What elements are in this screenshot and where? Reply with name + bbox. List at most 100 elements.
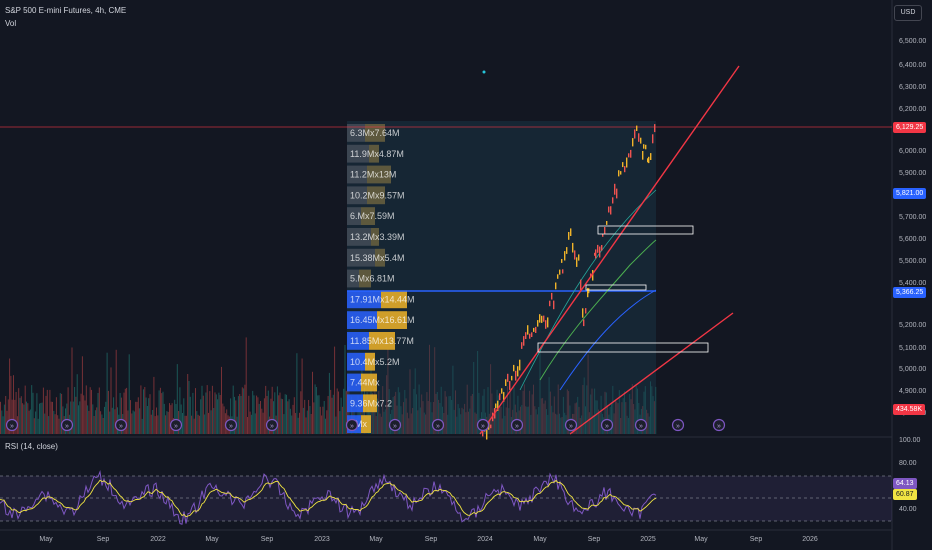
volume-bar bbox=[618, 390, 620, 434]
price-candle bbox=[587, 288, 589, 298]
volume-bar bbox=[292, 404, 294, 434]
volume-bar bbox=[148, 398, 150, 434]
volume-bar bbox=[96, 407, 98, 434]
volume-bar bbox=[107, 390, 109, 434]
volume-bar bbox=[206, 385, 208, 434]
volume-bar bbox=[136, 401, 138, 434]
volume-legend[interactable]: Vol bbox=[5, 19, 17, 28]
volume-bar bbox=[263, 398, 265, 434]
volume-bar bbox=[635, 385, 637, 434]
volume-bar bbox=[577, 396, 579, 434]
volume-bar bbox=[366, 392, 368, 434]
volume-bar bbox=[36, 393, 38, 434]
volume-badge: 434.58K bbox=[893, 404, 926, 415]
volume-bar bbox=[587, 354, 589, 434]
volume-bar bbox=[644, 386, 646, 434]
volume-bar bbox=[84, 400, 86, 434]
volume-bar bbox=[179, 387, 181, 434]
volume-bar bbox=[7, 399, 9, 434]
zone-rect-upper bbox=[597, 225, 694, 235]
volume-bar bbox=[257, 397, 259, 434]
volume-bar bbox=[32, 392, 34, 434]
volume-bar bbox=[94, 410, 96, 434]
volume-bar bbox=[377, 398, 378, 434]
volume-bar bbox=[478, 392, 480, 434]
volume-bar bbox=[334, 346, 336, 434]
volume-bar bbox=[20, 396, 22, 434]
volume-bar bbox=[50, 401, 52, 434]
symbol-title[interactable]: S&P 500 E-mini Futures, 4h, CME bbox=[5, 6, 127, 15]
volume-bar bbox=[195, 388, 196, 434]
price-candle bbox=[622, 162, 624, 168]
volume-bar bbox=[620, 418, 622, 434]
price-candle bbox=[583, 319, 585, 327]
volume-bar bbox=[39, 403, 40, 434]
volume-bar bbox=[427, 401, 429, 434]
event-marker-glyph: » bbox=[717, 423, 721, 430]
volume-bar bbox=[244, 384, 246, 434]
price-candle bbox=[626, 157, 628, 168]
volume-bar bbox=[504, 415, 506, 434]
volume-bar bbox=[423, 412, 425, 434]
volume-bar bbox=[18, 388, 20, 434]
price-candle bbox=[624, 166, 626, 173]
volume-bar bbox=[586, 385, 588, 434]
event-marker-icon bbox=[169, 418, 183, 432]
volume-bar bbox=[205, 392, 207, 434]
volume-bar bbox=[458, 408, 460, 434]
volume-bar bbox=[566, 389, 568, 434]
volume-bar bbox=[85, 385, 87, 434]
volume-bar bbox=[408, 418, 410, 434]
volume-bar bbox=[421, 394, 423, 434]
time-tick: Sep bbox=[424, 536, 438, 543]
volume-bar bbox=[388, 389, 390, 434]
volume-bar bbox=[540, 398, 542, 434]
volume-bar bbox=[101, 414, 103, 434]
price-candle bbox=[618, 170, 620, 177]
volume-bar bbox=[201, 385, 203, 434]
event-marker-glyph: » bbox=[481, 423, 485, 430]
volume-bar bbox=[313, 402, 315, 434]
volume-bar bbox=[453, 409, 455, 434]
rsi-legend[interactable]: RSI (14, close) bbox=[5, 442, 58, 451]
vp-bar-buy bbox=[347, 290, 381, 309]
volume-bar bbox=[159, 387, 161, 434]
volume-bar bbox=[526, 406, 528, 434]
price-tick: 5,900.00 bbox=[899, 170, 927, 177]
volume-bar bbox=[202, 395, 204, 434]
volume-bar bbox=[531, 394, 533, 434]
price-candle bbox=[580, 279, 582, 290]
volume-bar bbox=[239, 394, 241, 434]
price-candle bbox=[543, 315, 545, 322]
volume-bar bbox=[76, 374, 78, 434]
volume-bar bbox=[214, 392, 216, 434]
volume-bar bbox=[605, 392, 607, 434]
volume-bar bbox=[132, 410, 134, 434]
price-candle bbox=[503, 392, 505, 402]
volume-bar bbox=[549, 391, 551, 434]
price-tick: 5,000.00 bbox=[899, 366, 927, 373]
trendline-upper bbox=[479, 65, 740, 435]
volume-bar bbox=[196, 411, 198, 434]
price-tick: 5,100.00 bbox=[899, 345, 927, 352]
price-candle bbox=[523, 336, 525, 346]
volume-profile-box bbox=[347, 121, 656, 434]
price-tick: 4,900.00 bbox=[899, 388, 927, 395]
volume-bar bbox=[232, 385, 234, 434]
volume-bar bbox=[240, 396, 242, 434]
price-candle bbox=[604, 227, 606, 234]
volume-bar bbox=[494, 416, 495, 434]
price-candle bbox=[614, 183, 616, 195]
vp-bar-sell bbox=[363, 394, 377, 413]
currency-button[interactable]: USD bbox=[894, 5, 922, 21]
price-candle bbox=[606, 221, 608, 225]
price-candle bbox=[592, 270, 594, 281]
volume-bar bbox=[37, 418, 39, 434]
volume-bar bbox=[460, 414, 462, 434]
volume-bar bbox=[583, 377, 585, 434]
volume-bar bbox=[15, 392, 17, 434]
volume-bar bbox=[392, 397, 394, 434]
volume-bar bbox=[59, 393, 61, 434]
event-marker-icon bbox=[265, 418, 279, 432]
